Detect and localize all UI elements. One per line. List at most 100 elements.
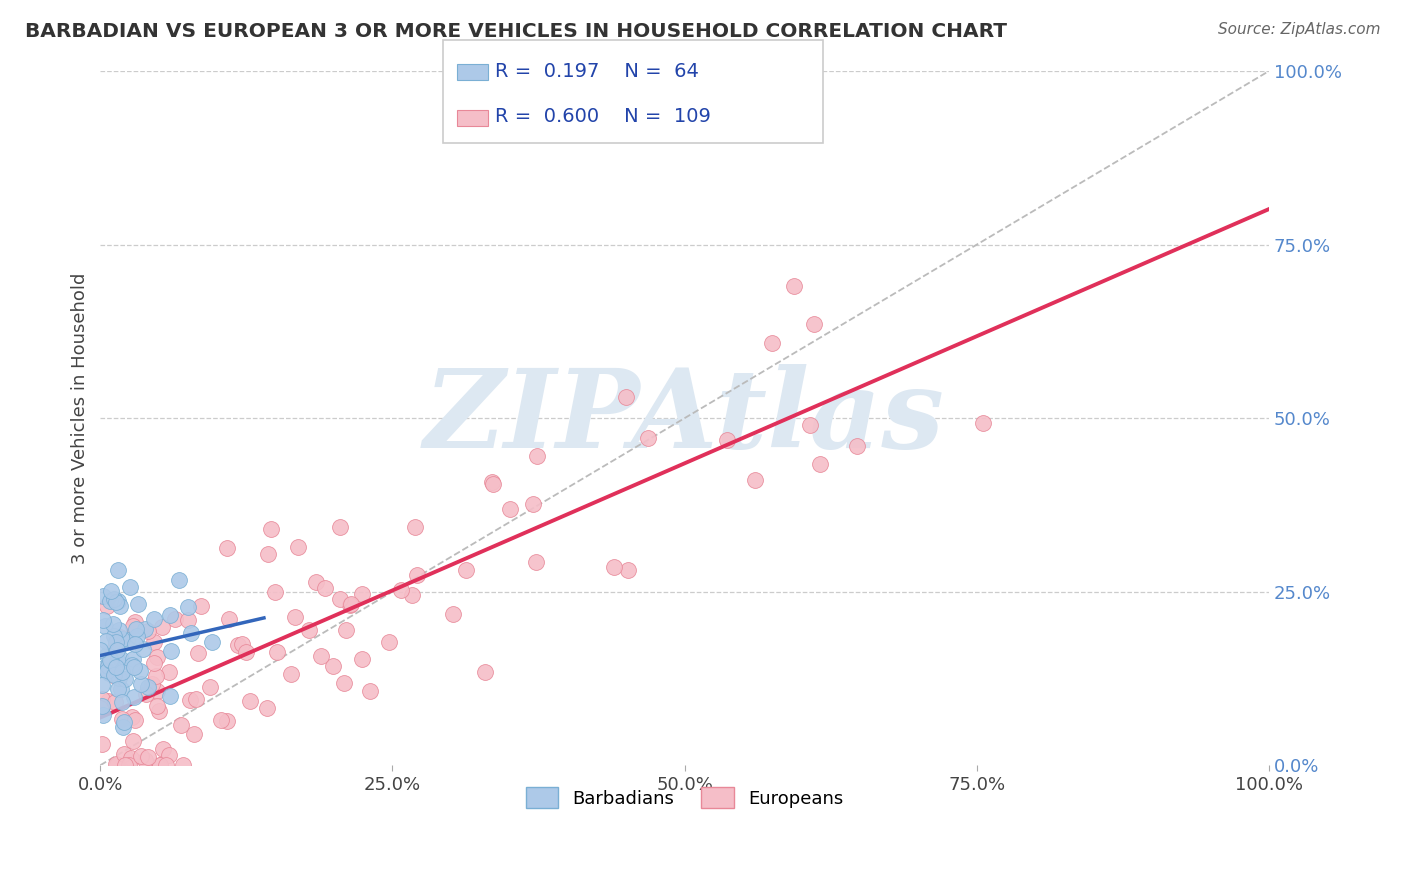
Y-axis label: 3 or more Vehicles in Household: 3 or more Vehicles in Household xyxy=(72,272,89,564)
Point xyxy=(91,698,114,713)
Point xyxy=(761,335,783,350)
Point xyxy=(149,758,172,772)
Point xyxy=(98,594,121,608)
Point xyxy=(378,635,401,649)
Point xyxy=(239,694,262,708)
Point xyxy=(124,637,146,651)
Point xyxy=(157,747,180,762)
Point xyxy=(111,712,134,726)
Point xyxy=(481,475,503,489)
Point xyxy=(177,613,200,627)
Point xyxy=(134,753,156,767)
Point xyxy=(783,279,806,293)
Point xyxy=(256,547,278,561)
Point xyxy=(744,473,766,487)
Point xyxy=(146,650,169,665)
Point xyxy=(107,671,129,685)
Point xyxy=(111,632,134,646)
Point xyxy=(235,645,257,659)
Point xyxy=(100,654,122,668)
Point xyxy=(101,668,124,682)
Point xyxy=(115,633,138,648)
Point xyxy=(122,690,145,704)
Point xyxy=(127,598,149,612)
Point xyxy=(96,599,118,614)
Point xyxy=(110,652,132,666)
Point xyxy=(97,693,120,707)
Point xyxy=(184,692,207,706)
Legend: Barbadians, Europeans: Barbadians, Europeans xyxy=(519,780,851,815)
Point xyxy=(260,522,283,536)
Point xyxy=(803,318,825,332)
Point xyxy=(105,758,128,772)
Point xyxy=(149,758,172,772)
Point xyxy=(159,608,181,623)
Point xyxy=(329,519,352,533)
Point xyxy=(167,574,190,588)
Point xyxy=(256,701,278,715)
Point xyxy=(198,680,221,694)
Point xyxy=(148,704,170,718)
Point xyxy=(105,653,128,667)
Point xyxy=(129,677,152,691)
Point xyxy=(118,758,141,772)
Point xyxy=(526,449,548,463)
Point xyxy=(190,599,212,614)
Point xyxy=(91,737,114,751)
Point xyxy=(180,626,202,640)
Point xyxy=(104,695,127,709)
Point xyxy=(150,620,173,634)
Point xyxy=(112,714,135,729)
Point xyxy=(522,497,544,511)
Point xyxy=(617,563,640,577)
Point xyxy=(108,599,131,613)
Point xyxy=(91,678,114,692)
Text: ZIPAtlas: ZIPAtlas xyxy=(425,365,945,472)
Point xyxy=(799,417,821,432)
Point xyxy=(114,673,136,687)
Point xyxy=(264,585,287,599)
Point xyxy=(218,612,240,626)
Point xyxy=(159,644,181,658)
Point xyxy=(142,657,165,671)
Point xyxy=(121,657,143,672)
Point xyxy=(340,597,363,611)
Point xyxy=(96,648,118,662)
Point xyxy=(329,591,352,606)
Point xyxy=(103,591,125,606)
Point xyxy=(112,747,135,761)
Point xyxy=(108,623,131,637)
Point xyxy=(231,637,253,651)
Point xyxy=(135,687,157,701)
Point xyxy=(107,594,129,608)
Point xyxy=(266,645,288,659)
Point xyxy=(401,588,423,602)
Point xyxy=(183,726,205,740)
Point xyxy=(145,669,167,683)
Point xyxy=(141,677,163,691)
Point xyxy=(314,581,336,595)
Point xyxy=(103,668,125,682)
Point xyxy=(93,618,115,632)
Text: Source: ZipAtlas.com: Source: ZipAtlas.com xyxy=(1218,22,1381,37)
Point xyxy=(101,617,124,632)
Text: R =  0.197    N =  64: R = 0.197 N = 64 xyxy=(495,62,699,81)
Point xyxy=(121,652,143,666)
Point xyxy=(333,675,356,690)
Point xyxy=(359,683,381,698)
Point xyxy=(103,641,125,656)
Point xyxy=(107,681,129,696)
Point xyxy=(298,624,321,638)
Point xyxy=(91,613,114,627)
Point xyxy=(335,623,357,637)
Point xyxy=(637,432,659,446)
Point xyxy=(217,714,239,728)
Point xyxy=(105,595,128,609)
Point xyxy=(128,664,150,678)
Point xyxy=(352,652,374,666)
Point xyxy=(163,612,186,626)
Point xyxy=(111,720,134,734)
Point xyxy=(152,742,174,756)
Point xyxy=(136,624,159,638)
Point xyxy=(103,629,125,643)
